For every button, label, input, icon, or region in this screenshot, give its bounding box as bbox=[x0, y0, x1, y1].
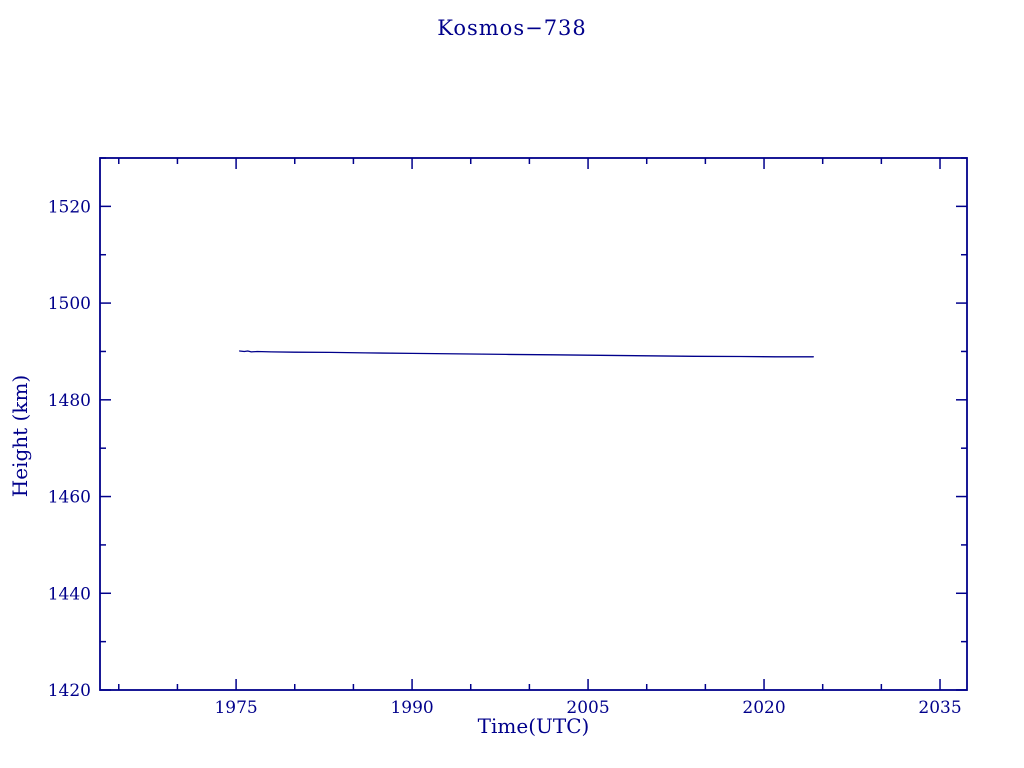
x-tick-label: 2035 bbox=[918, 698, 961, 718]
x-tick-label: 1990 bbox=[390, 698, 433, 718]
x-tick-label: 2005 bbox=[566, 698, 609, 718]
chart-title: Kosmos−738 bbox=[437, 16, 587, 40]
y-tick-label: 1520 bbox=[48, 197, 91, 217]
data-line bbox=[238, 350, 814, 358]
x-axis-label: Time(UTC) bbox=[477, 714, 590, 738]
y-tick-label: 1460 bbox=[48, 488, 91, 508]
y-tick-label: 1420 bbox=[48, 681, 91, 701]
plot-frame bbox=[99, 157, 968, 691]
y-tick-label: 1500 bbox=[48, 294, 91, 314]
x-tick-label: 2020 bbox=[742, 698, 785, 718]
x-tick-label: 1975 bbox=[214, 698, 257, 718]
y-tick-label: 1440 bbox=[48, 584, 91, 604]
y-tick-label: 1480 bbox=[48, 391, 91, 411]
